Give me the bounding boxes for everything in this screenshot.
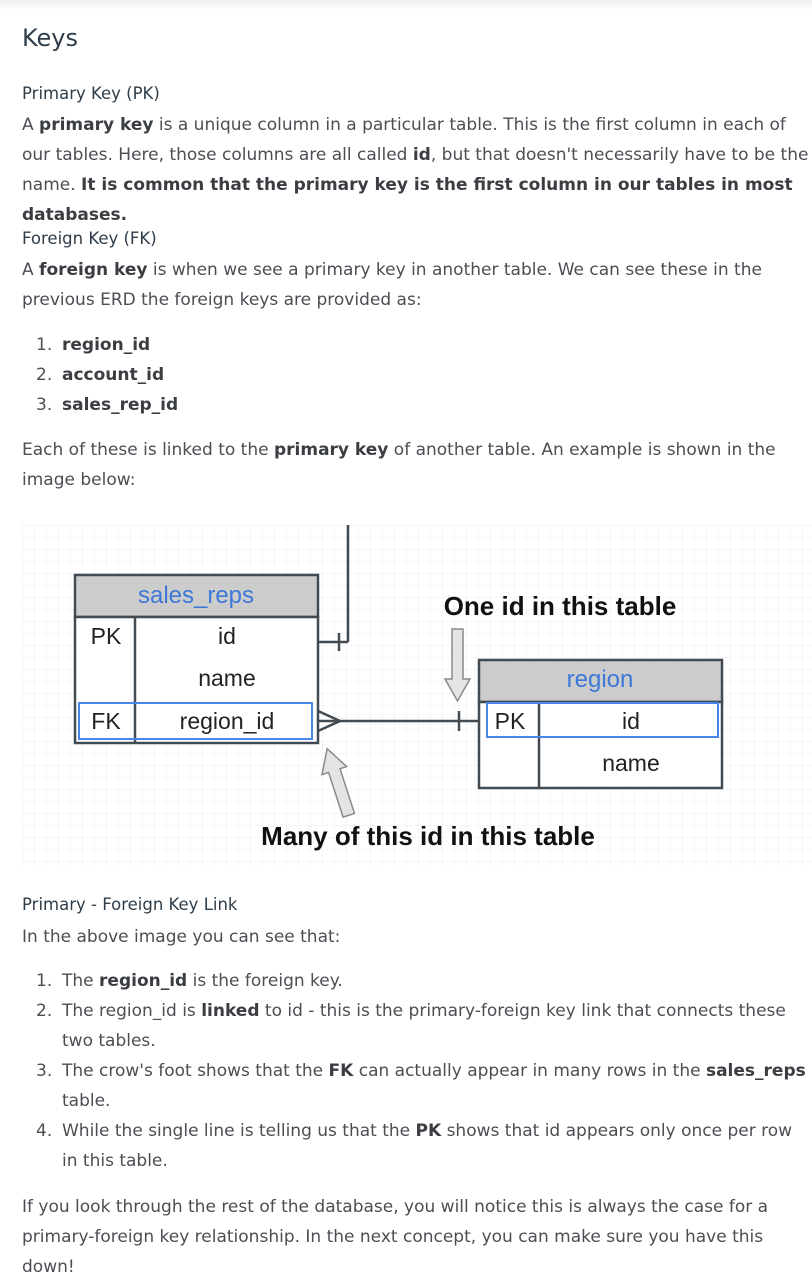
region-body	[477, 700, 724, 790]
fk-heading: Foreign Key (FK)	[22, 229, 157, 248]
bottom-caption: Many of this id in this table	[261, 821, 595, 851]
list-item: 2. account_id	[36, 365, 165, 385]
up-arrow-icon	[320, 747, 356, 819]
crows-foot-icon	[317, 709, 344, 733]
pk-row-highlight	[486, 702, 719, 738]
pk-heading: Primary Key (PK)	[22, 84, 160, 103]
top-shadow	[0, 0, 812, 10]
list-item: 2. The region_id is linked to id - this i…	[36, 1001, 786, 1051]
sales-reps-row-key: FK	[91, 708, 121, 734]
sales-reps-row-field: region_id	[180, 708, 275, 734]
sales-reps-row-field: id	[218, 623, 236, 649]
sales-reps-body	[73, 615, 320, 745]
list-item: 4. While the single line is telling us th…	[36, 1121, 793, 1171]
page-title: Keys	[22, 24, 79, 52]
region-row-field: id	[622, 708, 640, 734]
pk-paragraph: A primary key is a unique column in a pa…	[22, 115, 809, 225]
link-intro: In the above image you can see that:	[22, 927, 341, 947]
sales-reps-table: sales_reps PK id name FK region_id	[73, 573, 320, 745]
sales-reps-row-field: name	[198, 665, 256, 691]
sales-reps-row-key: PK	[91, 623, 122, 649]
top-caption: One id in this table	[444, 591, 677, 621]
region-row-key: PK	[495, 708, 526, 734]
fk-paragraph: A foreign key is when we see a primary k…	[22, 260, 762, 310]
list-item: 3. sales_rep_id	[36, 395, 179, 415]
erd-diagram: sales_reps PK id name FK region_id regio…	[22, 525, 812, 865]
region-table: region PK id name	[477, 658, 724, 790]
fk-link-paragraph: Each of these is linked to the primary k…	[22, 440, 776, 490]
relationship-line	[317, 709, 479, 733]
list-item: 1. region_id	[36, 335, 151, 355]
fk-row-highlight	[78, 702, 313, 740]
closing-paragraph: If you look through the rest of the data…	[22, 1197, 769, 1277]
region-title: region	[567, 666, 634, 693]
list-item: 1. The region_id is the foreign key.	[36, 971, 343, 991]
list-item: 3. The crow's foot shows that the FK can …	[36, 1061, 806, 1111]
link-heading: Primary - Foreign Key Link	[22, 895, 238, 914]
sales-reps-title: sales_reps	[138, 582, 254, 609]
region-row-field: name	[602, 750, 660, 776]
foreign-key-list: 1. region_id 2. account_id 3. sales_rep_id	[22, 330, 178, 420]
down-arrow-icon	[443, 628, 472, 703]
link-explanation-list: 1. The region_id is the foreign key. 2. Th…	[22, 966, 812, 1176]
